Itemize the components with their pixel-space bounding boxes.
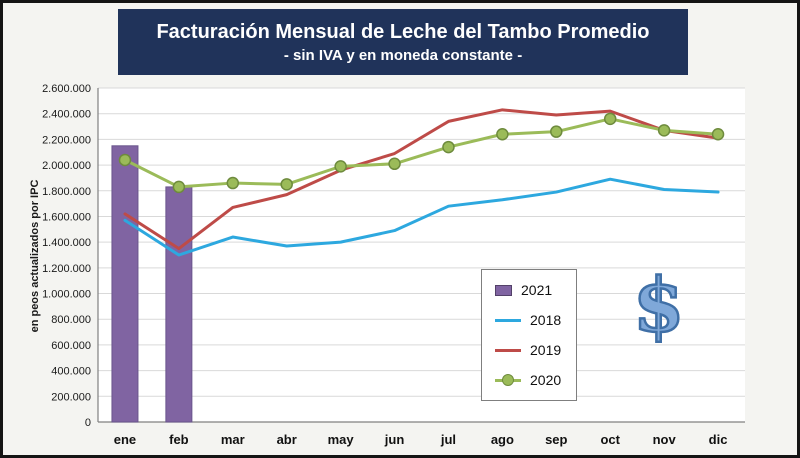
- x-tick-label: oct: [600, 432, 620, 447]
- x-tick-label: sep: [545, 432, 567, 447]
- chart-title: Facturación Mensual de Leche del Tambo P…: [156, 20, 650, 43]
- marker-2020: [172, 180, 186, 194]
- x-tick-label: feb: [169, 432, 189, 447]
- legend-item-2021: 2021: [495, 281, 570, 299]
- marker-2020: [442, 140, 455, 154]
- marker-2020: [118, 153, 132, 167]
- y-tick-label: 2.200.000: [42, 134, 91, 146]
- y-tick-label: 0: [85, 417, 91, 429]
- y-tick-label: 600.000: [51, 340, 91, 352]
- legend-swatch-line-icon: [495, 348, 521, 352]
- marker-2020: [657, 124, 671, 137]
- y-tick-label: 2.600.000: [42, 83, 91, 95]
- marker-2020: [334, 160, 347, 173]
- y-tick-label: 1.600.000: [42, 211, 91, 223]
- marker-2020: [603, 112, 617, 126]
- x-tick-label: jul: [440, 432, 456, 447]
- chart-subtitle: - sin IVA y en moneda constante -: [283, 46, 523, 64]
- y-tick-label: 1.000.000: [42, 289, 91, 301]
- legend-label: 2020: [530, 372, 562, 388]
- x-tick-label: dic: [709, 432, 728, 447]
- x-tick-label: ene: [114, 432, 136, 447]
- y-tick-label: 1.400.000: [42, 237, 91, 249]
- y-tick-label: 1.200.000: [42, 263, 91, 275]
- y-tick-label: 2.400.000: [42, 109, 91, 121]
- y-tick-label: 200.000: [51, 391, 91, 403]
- y-tick-label: 400.000: [51, 366, 91, 378]
- marker-2020: [280, 178, 293, 191]
- marker-2020: [711, 127, 725, 141]
- line-2018: [123, 177, 720, 257]
- y-tick-label: 1.800.000: [42, 186, 91, 198]
- legend-marker-dot-icon: [502, 374, 514, 386]
- legend-item-2019: 2019: [495, 341, 570, 359]
- chart-legend: 2021 2018 2019 2020: [481, 269, 577, 401]
- legend-item-2018: 2018: [495, 311, 570, 329]
- marker-2020: [388, 157, 401, 171]
- legend-label: 2018: [530, 312, 562, 328]
- x-tick-label: jun: [384, 432, 405, 447]
- x-tick-label: ago: [491, 432, 514, 447]
- legend-item-2020: 2020: [495, 371, 570, 389]
- dollar-icon: $: [632, 263, 686, 349]
- legend-label: 2019: [530, 342, 562, 358]
- chart-plot-area: 0 200.000 400.000 600.000 800.000 1.000.000 1.…: [42, 83, 745, 447]
- plot-background: [98, 88, 745, 422]
- bar-2021: [165, 186, 193, 423]
- legend-swatch-line-icon: [495, 318, 521, 322]
- bar-2021: [111, 145, 139, 423]
- line-2019: [123, 108, 720, 251]
- y-tick-label: 2.000.000: [42, 160, 91, 172]
- y-tick-label: 800.000: [51, 314, 91, 326]
- line-2020: [123, 117, 720, 189]
- legend-label: 2021: [521, 282, 553, 298]
- x-tick-label: nov: [653, 432, 677, 447]
- legend-swatch-line-marker-icon: [495, 374, 521, 386]
- chart-title-box: Facturación Mensual de Leche del Tambo P…: [118, 9, 688, 75]
- x-tick-label: mar: [221, 432, 245, 447]
- legend-swatch-bar-icon: [495, 284, 512, 296]
- x-tick-label: abr: [277, 432, 297, 447]
- x-tick-label: may: [328, 432, 355, 447]
- marker-2020: [550, 125, 563, 138]
- marker-2020: [226, 176, 240, 190]
- marker-2020: [496, 127, 509, 141]
